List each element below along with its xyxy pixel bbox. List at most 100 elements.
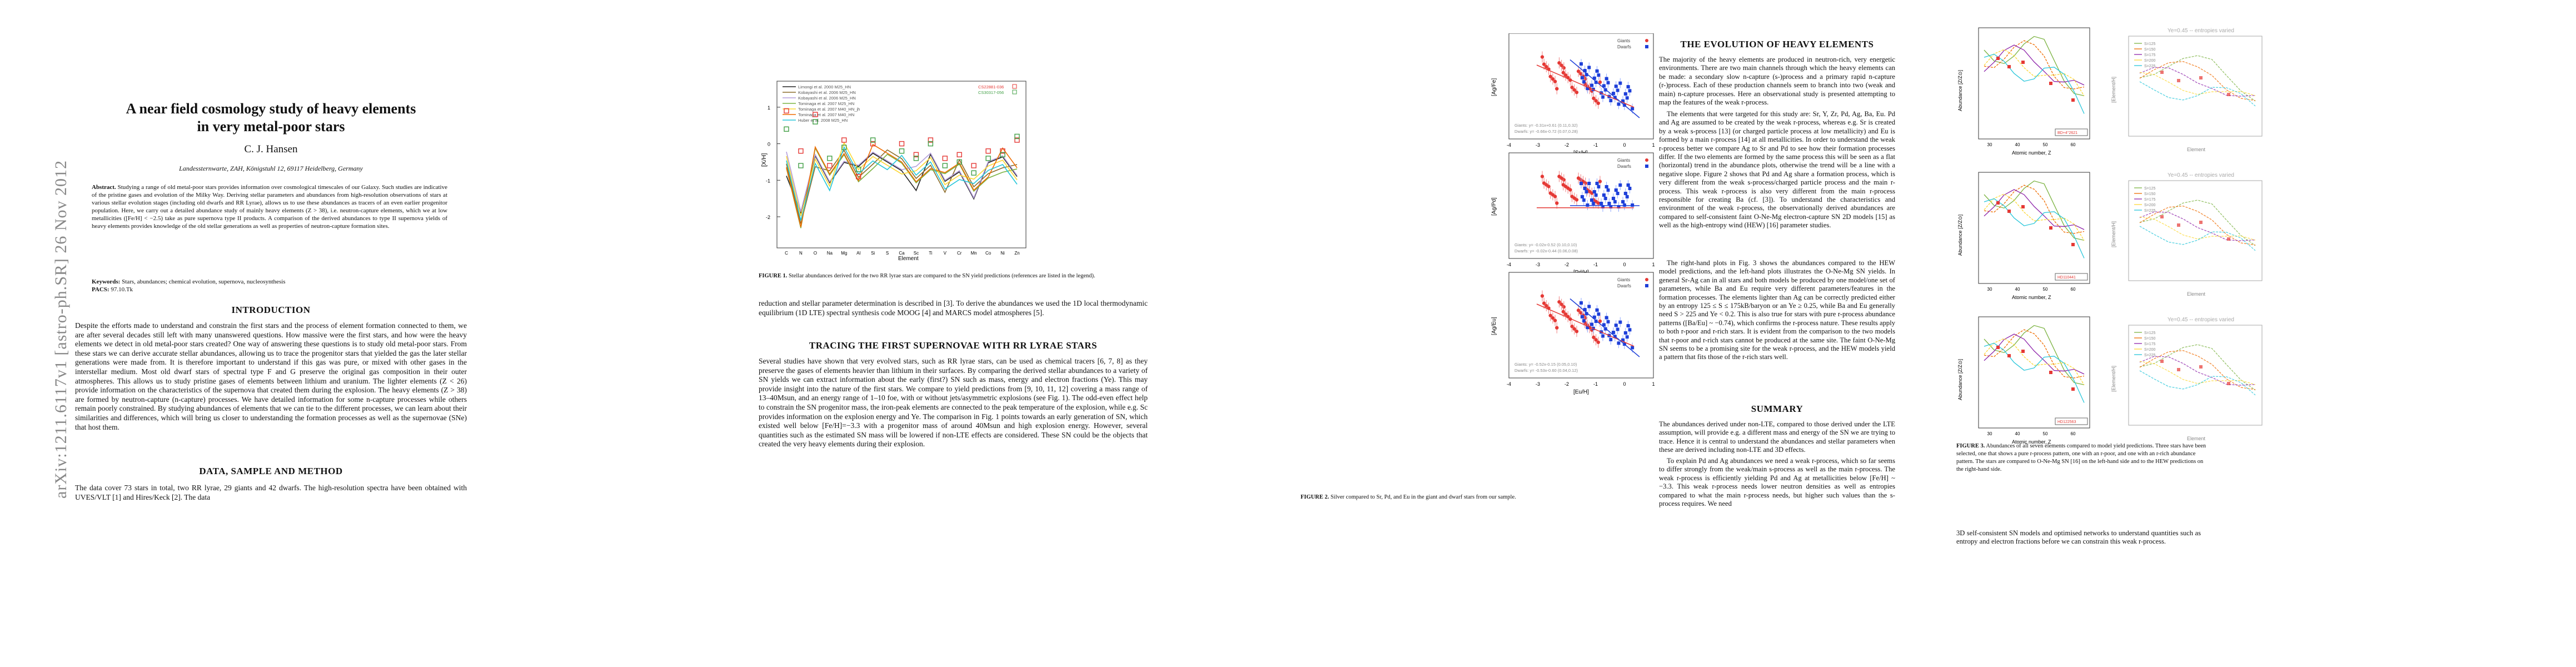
fig2-xtick-label: 1	[1652, 262, 1655, 267]
fig3-left-xtick: 60	[2071, 431, 2076, 436]
fig3-left-model-line	[1984, 338, 2085, 385]
fig1-star-point	[798, 148, 804, 154]
fig2-giant-point	[1563, 73, 1568, 77]
fig1-star-label: CS22881-036	[978, 84, 1004, 89]
fig2-dwarf-point	[1621, 99, 1625, 103]
fig3-star-point	[2071, 243, 2075, 246]
fig2-xtick-label: -3	[1536, 262, 1540, 267]
page2-text-1: reduction and stellar parameter determin…	[759, 299, 1148, 317]
fig2-dwarf-point	[1594, 193, 1598, 197]
fig2-dwarf-fit	[1569, 298, 1640, 357]
fig2-dwarf-point	[1586, 203, 1590, 207]
fig2-giant-point	[1540, 175, 1544, 178]
fig2-giant-point	[1551, 316, 1555, 320]
fig1-series-line	[786, 141, 1018, 216]
fig1-star-point	[784, 126, 789, 132]
fig1-star-point	[855, 174, 861, 180]
author: C. J. Hansen	[244, 143, 298, 155]
fig1-xtick-label: Zn	[1014, 251, 1019, 256]
fig1-star-point	[841, 145, 847, 150]
fig1-ylabel: [X/H]	[761, 153, 768, 167]
fig3-right-frame	[2128, 180, 2263, 281]
fig3-star-point	[2007, 210, 2011, 213]
evolution-text-2: The elements that were targeted for this…	[1659, 110, 1895, 230]
fig1-xtick-label: Co	[985, 251, 991, 256]
fig2-dwarf-point	[1580, 301, 1583, 305]
fig2-giant-point	[1598, 80, 1602, 84]
fig2-dwarf-point	[1606, 81, 1610, 84]
fig2-dwarf-point	[1583, 68, 1587, 72]
fig2-giant-point	[1592, 96, 1596, 101]
fig2-dwarf-point	[1590, 83, 1593, 87]
fig1-star-point	[1000, 152, 1005, 157]
fig1-star-point	[798, 163, 804, 168]
fig2-giant-fit	[1536, 64, 1635, 108]
fig3-right-legend-label: S=175	[2144, 53, 2156, 57]
fig1-legend-label: Tominaga et al. 2007 M40_HN	[798, 112, 854, 117]
fig2-giant-point	[1594, 99, 1598, 103]
fig2-legend-giants: Giants	[1617, 277, 1630, 282]
fig3-right-legend-label: S=175	[2144, 342, 2156, 346]
fig1-xlabel: Element	[898, 256, 919, 262]
fig1-caption-text: Stellar abundances derived for the two R…	[788, 273, 1095, 279]
fig3-star-point	[2007, 65, 2011, 68]
figure-1: [X/H] Element 1 0 -1 -2 C N O Na Mg Al Si S Ca Sc Ti V…	[645, 78, 1289, 267]
abstract-text: Studying a range of old metal-poor stars…	[92, 184, 447, 230]
fig1-series-lines	[786, 141, 1018, 228]
section-evolution: THE EVOLUTION OF HEAVY ELEMENTS	[1680, 39, 1874, 49]
fig3-right-star-point	[2199, 76, 2203, 79]
fig2-giant-point	[1557, 175, 1561, 178]
fig2-dwarf-point	[1613, 200, 1617, 203]
fig3-caption-text: Abundances of all seven elements compare…	[1956, 443, 2206, 472]
fig1-star-point	[971, 170, 976, 176]
fig2-caption-label: FIGURE 2.	[1301, 494, 1329, 500]
figure-3-chart: Abundance [Z/Z⊙] Atomic number, Z 30 40 50 60…	[1957, 27, 2263, 445]
fig2-dwarf-point	[1580, 195, 1584, 198]
fig2-giant-point	[1562, 305, 1566, 309]
fig2-giant-point	[1596, 340, 1600, 344]
fig3-left-model-line	[1984, 44, 2085, 86]
evolution-text-3: The right-hand plots in Fig. 3 shows the…	[1659, 259, 1895, 361]
fig2-giant-point	[1555, 326, 1559, 330]
fig2-giant-point	[1555, 201, 1559, 205]
fig2-legend-dwarfs-marker	[1645, 284, 1648, 287]
fig2-giant-point	[1572, 88, 1576, 92]
fig3-left-xtick: 60	[2071, 142, 2076, 147]
fig3-right-legend-label: S=125	[2144, 331, 2156, 335]
arxiv-identifier[interactable]: arXiv:1211.6117v1 [astro-ph.SR] 26 Nov 2…	[52, 160, 70, 499]
fig3-left-model-line	[1984, 342, 2085, 403]
fig1-star-point	[813, 112, 818, 117]
figure-2-chart: [Ag/Fe][Sr/H]-4-3-2-101GiantsDwarfsGiant…	[1491, 33, 1655, 395]
fig2-giant-point	[1579, 311, 1583, 315]
fig3-left-model-line	[1984, 193, 2085, 241]
fig2-fit-dwarfs: Dwarfs: y= -0.66x-0.72 (0.07,0.28)	[1514, 129, 1578, 134]
fig1-star-points	[784, 108, 1020, 180]
fig3-left-xtick: 30	[1987, 431, 1992, 436]
fig3-right-legend-label: S=175	[2144, 198, 2156, 202]
fig3-left-xtick: 50	[2043, 287, 2048, 292]
fig2-dwarf-point	[1631, 203, 1635, 207]
fig2-dwarf-point	[1631, 346, 1635, 350]
fig1-ytick-label: 0	[768, 142, 770, 147]
fig3-right-legend-label: S=150	[2144, 192, 2156, 196]
fig2-legend-giants: Giants	[1617, 158, 1630, 163]
fig2-xtick-label: -2	[1564, 142, 1569, 148]
fig2-xlabel: [Eu/H]	[1573, 389, 1589, 395]
fig3-left-model-line	[1984, 325, 2085, 385]
fig2-dwarf-point	[1592, 190, 1596, 193]
fig3-right-legend-label: S=200	[2144, 59, 2156, 63]
fig1-legend-label: Huber et al. 2008 M25_HN	[798, 118, 848, 123]
fig2-giant-point	[1557, 300, 1561, 304]
fig2-dwarf-point	[1592, 315, 1596, 319]
fig1-star-point	[841, 137, 847, 143]
fig2-giant-point	[1559, 302, 1563, 306]
fig2-giant-point	[1551, 77, 1555, 81]
fig3-right-ylabel: [Element/H]	[2111, 221, 2116, 247]
fig3-right-star-point	[2199, 365, 2203, 369]
summary-text-1: The abundances derived under non-LTE, co…	[1659, 420, 1895, 454]
fig2-giant-point	[1570, 325, 1574, 328]
fig2-dwarf-point	[1614, 188, 1618, 192]
fig2-giant-point	[1592, 335, 1596, 340]
fig3-star-point	[2071, 387, 2075, 391]
fig1-xtick-label: Ni	[1000, 251, 1005, 256]
